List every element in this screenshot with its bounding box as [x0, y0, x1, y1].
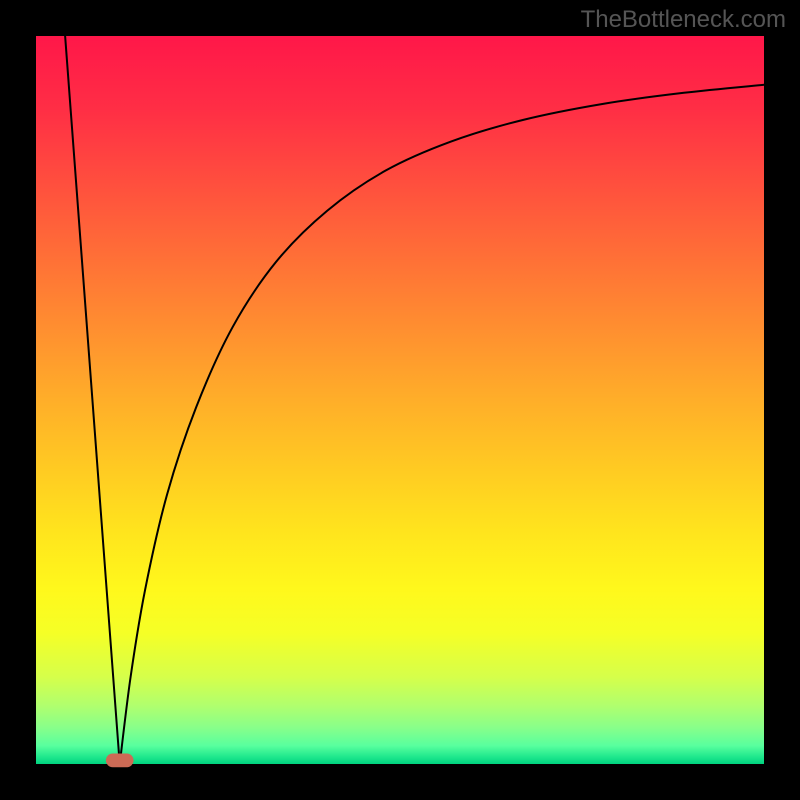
bottleneck-chart: [0, 0, 800, 800]
chart-container: { "watermark": { "text": "TheBottleneck.…: [0, 0, 800, 800]
minimum-marker: [106, 753, 134, 767]
watermark-text: TheBottleneck.com: [581, 6, 786, 34]
plot-area: [36, 36, 764, 764]
